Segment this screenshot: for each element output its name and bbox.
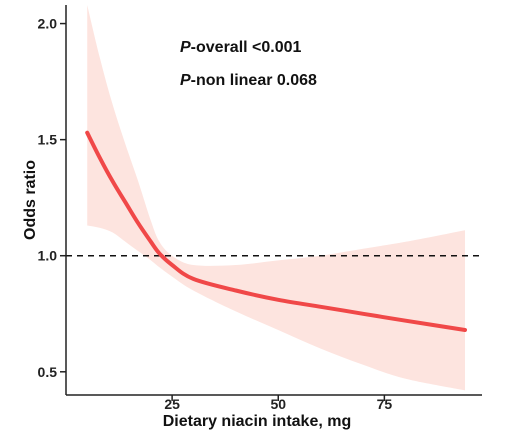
x-tick-label: 75 — [377, 396, 393, 412]
annotation-p-nonlinear-text: -non linear 0.068 — [191, 72, 317, 89]
x-tick-label: 25 — [164, 396, 180, 412]
x-axis-title: Dietary niacin intake, mg — [163, 413, 352, 430]
y-tick-label: 1.0 — [38, 248, 58, 264]
annotation-p-overall-text: -overall <0.001 — [191, 39, 302, 56]
y-tick-label: 0.5 — [38, 364, 58, 380]
y-axis-title: Odds ratio — [22, 160, 39, 240]
confidence-band — [87, 5, 465, 391]
y-tick-label: 1.5 — [38, 132, 58, 148]
y-axis-ticks: 0.5 1.0 1.5 2.0 — [38, 16, 66, 380]
annotation-p-overall: P-overall <0.001 — [180, 39, 302, 56]
annotation-p-nonlinear-italic: P — [180, 72, 191, 89]
y-tick-label: 2.0 — [38, 16, 58, 32]
x-axis-ticks: 25 50 75 — [164, 395, 392, 412]
annotation-p-overall-italic: P — [180, 39, 191, 56]
odds-ratio-line — [85, 130, 467, 332]
x-tick-label: 50 — [270, 396, 286, 412]
annotation-p-nonlinear: P-non linear 0.068 — [180, 72, 317, 89]
